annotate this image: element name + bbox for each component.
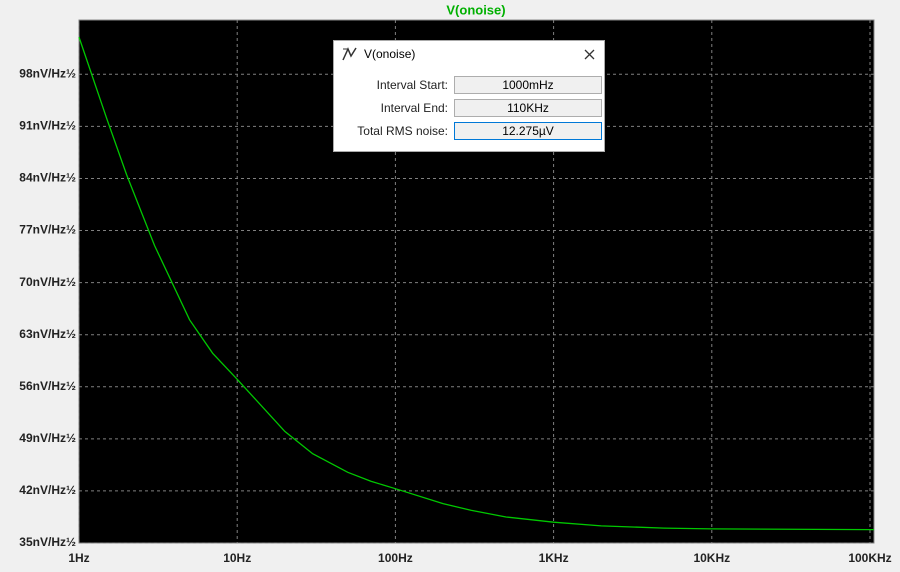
field-label: Interval Start: bbox=[376, 78, 448, 92]
dialog-icon bbox=[342, 47, 357, 61]
field-label: Total RMS noise: bbox=[357, 124, 448, 138]
y-tick-label: 70nV/Hz½ bbox=[19, 275, 76, 289]
field-value[interactable]: 12.275µV bbox=[454, 122, 602, 140]
x-tick-label: 10KHz bbox=[693, 551, 730, 565]
x-tick-label: 1Hz bbox=[68, 551, 89, 565]
row: Interval End: 110KHz bbox=[334, 99, 606, 117]
y-tick-label: 56nV/Hz½ bbox=[19, 379, 76, 393]
dialog-titlebar: V(onoise) bbox=[334, 41, 604, 67]
trace bbox=[78, 36, 874, 531]
y-tick-label: 84nV/Hz½ bbox=[19, 171, 76, 185]
y-tick-label: 35nV/Hz½ bbox=[19, 535, 76, 549]
field-value: 1000mHz bbox=[454, 76, 602, 94]
x-tick-label: 100KHz bbox=[848, 551, 891, 565]
y-tick-label: 42nV/Hz½ bbox=[19, 483, 76, 497]
x-tick-label: 10Hz bbox=[223, 551, 251, 565]
field-value: 110KHz bbox=[454, 99, 602, 117]
dialog-title: V(onoise) bbox=[364, 47, 416, 61]
y-tick-label: 77nV/Hz½ bbox=[19, 223, 76, 237]
y-tick-label: 63nV/Hz½ bbox=[19, 327, 76, 341]
dialog: V(onoise) Interval Start: 1000mHz Interva… bbox=[333, 40, 605, 152]
y-tick-label: 91nV/Hz½ bbox=[19, 119, 76, 133]
close-button[interactable] bbox=[584, 49, 596, 61]
chart-title: V(onoise) bbox=[446, 2, 505, 17]
x-tick-label: 100Hz bbox=[378, 551, 413, 565]
x-tick-label: 1KHz bbox=[539, 551, 569, 565]
field-label: Interval End: bbox=[380, 101, 448, 115]
y-tick-label: 98nV/Hz½ bbox=[19, 66, 76, 80]
row: Interval Start: 1000mHz bbox=[334, 76, 606, 94]
y-tick-label: 49nV/Hz½ bbox=[19, 431, 76, 445]
row: Total RMS noise: 12.275µV bbox=[334, 122, 606, 140]
